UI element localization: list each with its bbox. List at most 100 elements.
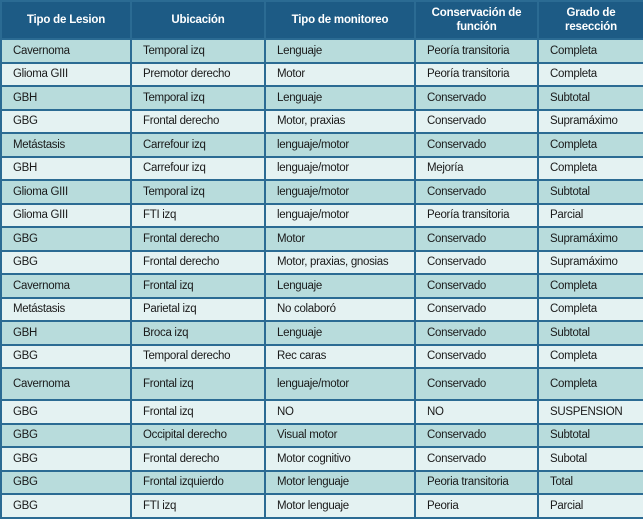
header-ubicacion: Ubicación (130, 0, 266, 40)
table-row: Glioma GIII Temporal izq lenguaje/motor Con… (0, 179, 643, 205)
cell-grado-reseccion: Completa (537, 367, 643, 401)
cell-conservacion: Conservado (414, 446, 539, 472)
table-row: GBG FTI izq Motor lenguaje Peoria Parcial (0, 493, 643, 519)
cell-tipo-monitoreo: No colaboró (264, 296, 416, 322)
cell-ubicacion: Frontal izq (130, 367, 266, 401)
cell-conservacion: Peoria (414, 493, 539, 519)
cell-ubicacion: Premotor derecho (130, 61, 266, 87)
cell-tipo-lesion: GBH (0, 85, 132, 111)
table-row: Cavernoma Frontal izq Lenguaje Conservado Co… (0, 273, 643, 299)
cell-tipo-lesion: Cavernoma (0, 367, 132, 401)
cell-tipo-lesion: GBG (0, 469, 132, 495)
cell-tipo-monitoreo: Motor (264, 61, 416, 87)
cell-conservacion: Mejoría (414, 155, 539, 181)
cell-tipo-monitoreo: Motor, praxias (264, 108, 416, 134)
cell-tipo-lesion: Metástasis (0, 296, 132, 322)
cell-tipo-lesion: Glioma GIII (0, 61, 132, 87)
cell-conservacion: Conservado (414, 367, 539, 401)
table-row: GBG Frontal derecho Motor, praxias, gnosia… (0, 249, 643, 275)
cell-tipo-monitoreo: lenguaje/motor (264, 132, 416, 158)
cell-tipo-lesion: GBG (0, 493, 132, 519)
cell-tipo-monitoreo: lenguaje/motor (264, 202, 416, 228)
cell-grado-reseccion: SUSPENSION (537, 399, 643, 425)
cell-ubicacion: Frontal derecho (130, 226, 266, 252)
header-grado-reseccion: Grado de resección (537, 0, 643, 40)
cell-grado-reseccion: Supramáximo (537, 226, 643, 252)
cell-conservacion: Conservado (414, 320, 539, 346)
table-row: GBG Temporal derecho Rec caras Conservado Co… (0, 343, 643, 369)
table-row: Glioma GIII FTI izq lenguaje/motor Peoría t… (0, 202, 643, 228)
table-row: GBH Temporal izq Lenguaje Conservado Subtota… (0, 85, 643, 111)
cell-conservacion: Conservado (414, 422, 539, 448)
cell-tipo-lesion: GBG (0, 226, 132, 252)
cell-tipo-lesion: GBG (0, 343, 132, 369)
cell-grado-reseccion: Completa (537, 296, 643, 322)
table-row: GBG Frontal izquierdo Motor lenguaje Peoria… (0, 469, 643, 495)
cell-tipo-lesion: GBG (0, 446, 132, 472)
cell-ubicacion: Parietal izq (130, 296, 266, 322)
cell-conservacion: Conservado (414, 296, 539, 322)
cell-tipo-monitoreo: lenguaje/motor (264, 155, 416, 181)
cell-tipo-lesion: GBG (0, 399, 132, 425)
cell-tipo-monitoreo: Lenguaje (264, 85, 416, 111)
cell-conservacion: Peoría transitoria (414, 61, 539, 87)
cell-grado-reseccion: Completa (537, 132, 643, 158)
cell-tipo-monitoreo: lenguaje/motor (264, 179, 416, 205)
cell-ubicacion: Frontal derecho (130, 249, 266, 275)
cell-tipo-monitoreo: lenguaje/motor (264, 367, 416, 401)
table-row: GBG Frontal derecho Motor Conservado Supramá… (0, 226, 643, 252)
table-row: GBG Frontal derecho Motor cognitivo Conserv… (0, 446, 643, 472)
cell-tipo-monitoreo: Motor cognitivo (264, 446, 416, 472)
cell-ubicacion: Temporal izq (130, 85, 266, 111)
table-row: GBG Frontal derecho Motor, praxias Conserva… (0, 108, 643, 134)
cell-grado-reseccion: Subtotal (537, 422, 643, 448)
cell-tipo-lesion: Metástasis (0, 132, 132, 158)
header-row: Tipo de Lesion Ubicación Tipo de monitor… (0, 0, 643, 40)
cell-ubicacion: Temporal derecho (130, 343, 266, 369)
cell-conservacion: Peoría transitoria (414, 38, 539, 64)
cell-ubicacion: Frontal izquierdo (130, 469, 266, 495)
cell-conservacion: Conservado (414, 179, 539, 205)
table-row: GBG Frontal izq NO NO SUSPENSION (0, 399, 643, 425)
cell-grado-reseccion: Completa (537, 38, 643, 64)
cell-grado-reseccion: Parcial (537, 202, 643, 228)
cell-ubicacion: Frontal izq (130, 399, 266, 425)
table-row: GBH Carrefour izq lenguaje/motor Mejoría Com… (0, 155, 643, 181)
cell-tipo-lesion: Cavernoma (0, 38, 132, 64)
cell-conservacion: Conservado (414, 132, 539, 158)
cell-ubicacion: Frontal derecho (130, 108, 266, 134)
header-tipo-monitoreo: Tipo de monitoreo (264, 0, 416, 40)
cell-grado-reseccion: Subtotal (537, 179, 643, 205)
cell-grado-reseccion: Supramáximo (537, 108, 643, 134)
cell-tipo-monitoreo: NO (264, 399, 416, 425)
header-conservacion: Conservación de función (414, 0, 539, 40)
cell-ubicacion: FTI izq (130, 493, 266, 519)
cell-conservacion: Conservado (414, 108, 539, 134)
cell-ubicacion: Temporal izq (130, 38, 266, 64)
table-row: Glioma GIII Premotor derecho Motor Peoría t… (0, 61, 643, 87)
cell-grado-reseccion: Subotal (537, 446, 643, 472)
cell-conservacion: NO (414, 399, 539, 425)
cell-tipo-lesion: Glioma GIII (0, 179, 132, 205)
cell-tipo-monitoreo: Rec caras (264, 343, 416, 369)
table-row: Metástasis Parietal izq No colaboró Conserv… (0, 296, 643, 322)
cell-conservacion: Conservado (414, 226, 539, 252)
table-row: GBH Broca izq Lenguaje Conservado Subtotal (0, 320, 643, 346)
cell-tipo-lesion: GBG (0, 249, 132, 275)
cell-conservacion: Conservado (414, 273, 539, 299)
cell-conservacion: Conservado (414, 343, 539, 369)
cell-grado-reseccion: Completa (537, 61, 643, 87)
cell-grado-reseccion: Supramáximo (537, 249, 643, 275)
cell-tipo-monitoreo: Motor (264, 226, 416, 252)
cell-tipo-monitoreo: Lenguaje (264, 38, 416, 64)
cell-grado-reseccion: Completa (537, 273, 643, 299)
cell-ubicacion: Occipital derecho (130, 422, 266, 448)
cell-conservacion: Peoria transitoria (414, 469, 539, 495)
cell-conservacion: Conservado (414, 85, 539, 111)
cell-tipo-lesion: GBG (0, 422, 132, 448)
cell-ubicacion: Carrefour izq (130, 132, 266, 158)
cell-tipo-lesion: Glioma GIII (0, 202, 132, 228)
table-row: Cavernoma Temporal izq Lenguaje Peoría tran… (0, 38, 643, 64)
table-row: Cavernoma Frontal izq lenguaje/motor Conser… (0, 367, 643, 401)
